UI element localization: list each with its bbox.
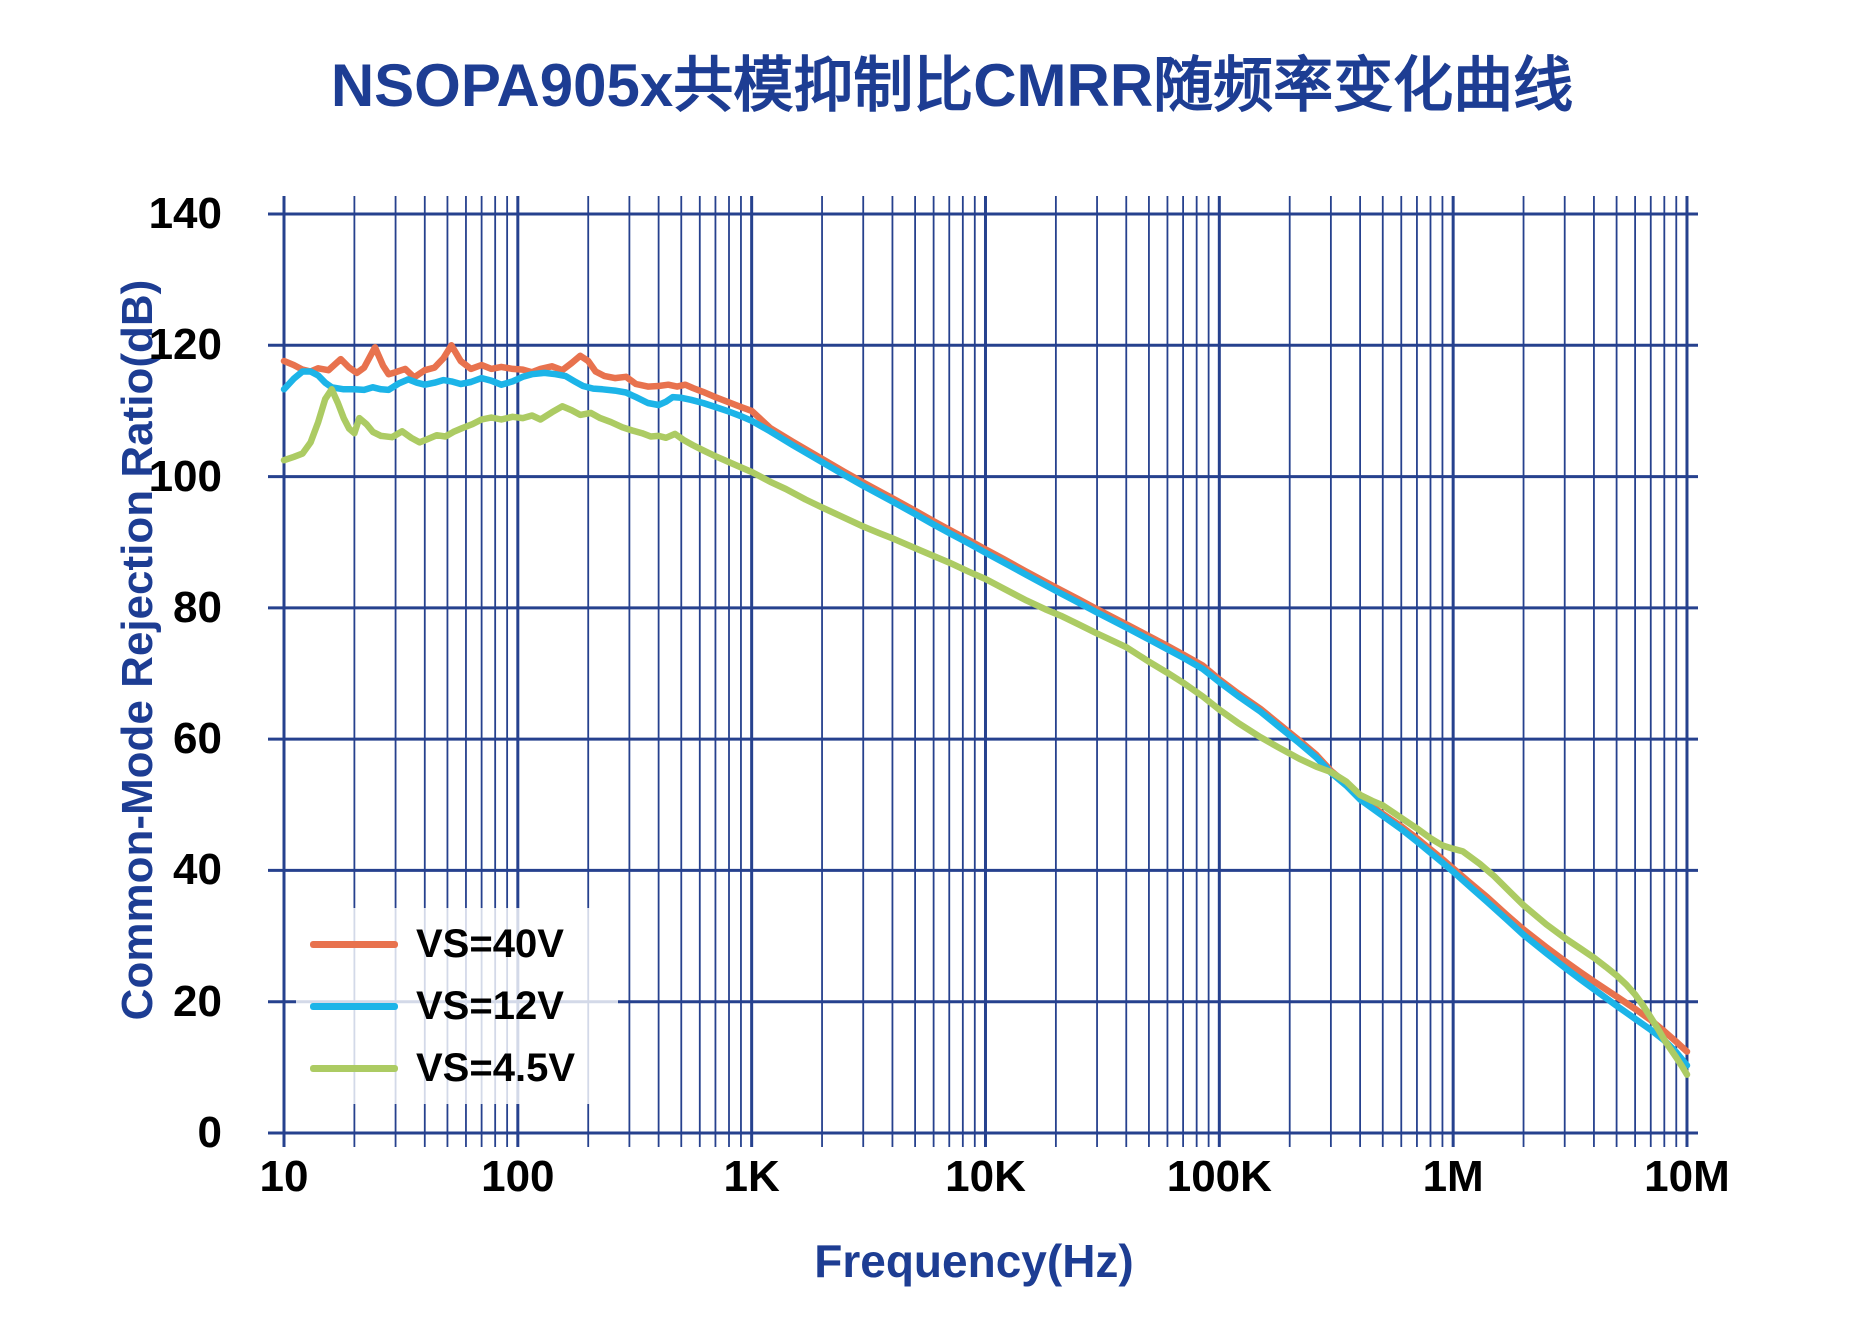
x-tick-label-10: 10 [259,1152,309,1201]
y-tick-label-80: 80 [173,582,222,632]
y-tick-label-100: 100 [148,451,222,501]
y-tick-label-60: 60 [173,714,222,764]
series-line-vs12v [280,368,1691,1069]
x-tick-label-10K: 10K [945,1152,1026,1201]
x-tick-label-100: 100 [481,1152,555,1201]
legend-item-vs40v: VS=40V [296,913,618,975]
legend-line-vs45v-icon [310,1064,398,1072]
y-tick-label-0: 0 [197,1108,222,1157]
y-tick-label-140: 140 [148,188,222,238]
series-line-vs45v [280,386,1691,1078]
x-tick-label-1M: 1M [1422,1152,1484,1201]
x-tick-label-1K: 1K [723,1152,780,1201]
legend-label-vs40v: VS=40V [416,921,564,966]
y-tick-label-40: 40 [173,845,222,895]
legend-line-vs12v-icon [310,1002,398,1010]
x-axis-title: Frequency(Hz) [814,1235,1134,1287]
x-tick-label-100K: 100K [1166,1152,1272,1201]
y-tick-label-120: 120 [148,320,222,370]
legend: VS=40V VS=12V VS=4.5V [296,908,618,1104]
chart-title: NSOPA905x共模抑制比CMRR随频率变化曲线 [330,52,1574,119]
legend-item-vs12v: VS=12V [296,975,618,1037]
legend-item-vs45v: VS=4.5V [296,1037,618,1099]
legend-line-vs40v-icon [310,940,398,948]
x-tick-label-10M: 10M [1644,1152,1730,1201]
legend-label-vs45v: VS=4.5V [416,1045,576,1090]
y-tick-label-20: 20 [173,976,222,1026]
legend-label-vs12v: VS=12V [416,983,564,1028]
